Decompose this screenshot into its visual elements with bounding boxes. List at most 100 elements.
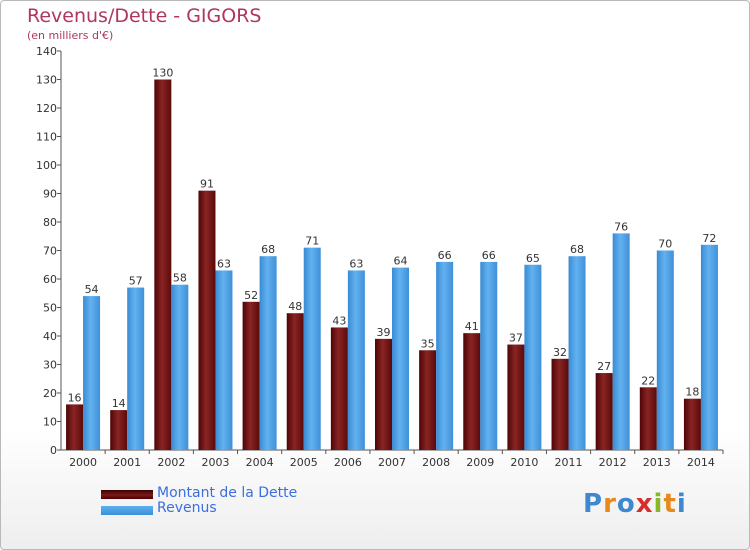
x-tick-label: 2003	[201, 456, 229, 469]
data-label: 14	[112, 397, 126, 410]
data-label: 35	[421, 337, 435, 350]
debt-bar	[639, 387, 657, 450]
data-label: 22	[641, 374, 655, 387]
revenus-bar	[171, 284, 189, 450]
data-label: 37	[509, 332, 523, 345]
logo-letter: x	[635, 489, 654, 519]
y-tick-label: 80	[43, 216, 57, 229]
data-label: 39	[377, 326, 391, 339]
debt-bar	[198, 190, 216, 450]
revenus-bar	[436, 261, 454, 450]
x-tick-label: 2012	[599, 456, 627, 469]
revenus-bar	[612, 233, 630, 450]
y-tick-label: 50	[43, 302, 57, 315]
data-label: 16	[68, 391, 82, 404]
revenus-bar	[347, 270, 365, 450]
y-tick-label: 20	[43, 387, 57, 400]
y-tick-label: 10	[43, 416, 57, 429]
revenus-bar	[480, 261, 498, 450]
y-tick-label: 0	[50, 444, 57, 457]
debt-bar	[419, 350, 437, 450]
chart-subtitle: (en milliers d'€)	[27, 29, 114, 42]
debt-bar	[242, 301, 260, 450]
y-tick-label: 120	[36, 102, 57, 115]
revenus-bar	[83, 296, 101, 450]
y-tick-label: 40	[43, 330, 57, 343]
y-tick-label: 100	[36, 159, 57, 172]
data-label: 57	[129, 275, 143, 288]
data-label: 27	[597, 360, 611, 373]
debt-bar	[154, 79, 172, 450]
chart-title: Revenus/Dette - GIGORS	[27, 5, 262, 27]
data-label: 18	[685, 386, 699, 399]
debt-bar	[507, 344, 525, 450]
y-tick-label: 90	[43, 188, 57, 201]
debt-bar	[595, 373, 613, 450]
x-tick-label: 2000	[69, 456, 97, 469]
y-tick-label: 140	[36, 45, 57, 58]
y-tick-label: 30	[43, 359, 57, 372]
x-tick-label: 2014	[687, 456, 715, 469]
y-tick-label: 70	[43, 245, 57, 258]
logo-letter: i	[676, 489, 687, 519]
data-label: 66	[482, 249, 496, 262]
data-label: 52	[244, 289, 258, 302]
revenus-bar	[656, 250, 674, 450]
data-label: 58	[173, 272, 187, 285]
debt-bar	[286, 313, 304, 450]
data-label: 91	[200, 178, 214, 191]
data-label: 68	[261, 243, 275, 256]
x-tick-label: 2010	[510, 456, 538, 469]
data-label: 130	[152, 67, 173, 80]
x-tick-label: 2002	[157, 456, 185, 469]
revenus-bar	[259, 256, 277, 450]
y-tick-label: 110	[36, 131, 57, 144]
debt-bar	[66, 404, 84, 450]
data-label: 63	[349, 257, 363, 270]
revenus-bar	[392, 267, 409, 450]
data-label: 66	[438, 249, 452, 262]
data-label: 65	[526, 252, 540, 265]
data-label: 63	[217, 257, 231, 270]
logo-letter: r	[603, 489, 617, 519]
data-label: 64	[394, 255, 408, 268]
revenus-bar	[700, 244, 718, 450]
revenus-bar	[127, 287, 145, 450]
revenus-bar	[568, 256, 586, 450]
revenus-bar	[524, 264, 542, 450]
data-label: 43	[332, 314, 346, 327]
proxiti-logo: Proxiti	[583, 489, 687, 519]
x-tick-label: 2007	[378, 456, 406, 469]
x-tick-label: 2004	[246, 456, 274, 469]
logo-letter: o	[616, 489, 636, 519]
x-tick-label: 2013	[643, 456, 671, 469]
debt-bar	[110, 410, 128, 450]
x-tick-label: 2011	[555, 456, 583, 469]
debt-bar	[463, 333, 481, 450]
data-label: 71	[305, 235, 319, 248]
data-label: 72	[702, 232, 716, 245]
data-label: 32	[553, 346, 567, 359]
logo-letter: t	[663, 489, 677, 519]
data-label: 54	[85, 283, 99, 296]
debt-bar	[375, 338, 392, 450]
bars	[66, 79, 718, 450]
data-labels: 16 54 14 57 130 58 91 63 52 68 48 71 43 63 39 64 35 66 41 6…	[68, 67, 717, 411]
logo-letter: i	[653, 489, 664, 519]
x-tick-label: 2005	[290, 456, 318, 469]
debt-bar	[330, 327, 348, 450]
data-label: 48	[288, 300, 302, 313]
x-tick-label: 2009	[466, 456, 494, 469]
legend-swatch-debt	[101, 490, 153, 499]
x-tick-label: 2001	[113, 456, 141, 469]
revenus-bar	[303, 247, 321, 450]
data-label: 68	[570, 243, 584, 256]
data-label: 70	[658, 238, 672, 251]
legend-swatch-revenus	[101, 506, 153, 515]
x-tick-label: 2008	[422, 456, 450, 469]
x-tick-label: 2006	[334, 456, 362, 469]
data-label: 41	[465, 320, 479, 333]
y-tick-label: 60	[43, 273, 57, 286]
debt-bar	[551, 358, 569, 450]
